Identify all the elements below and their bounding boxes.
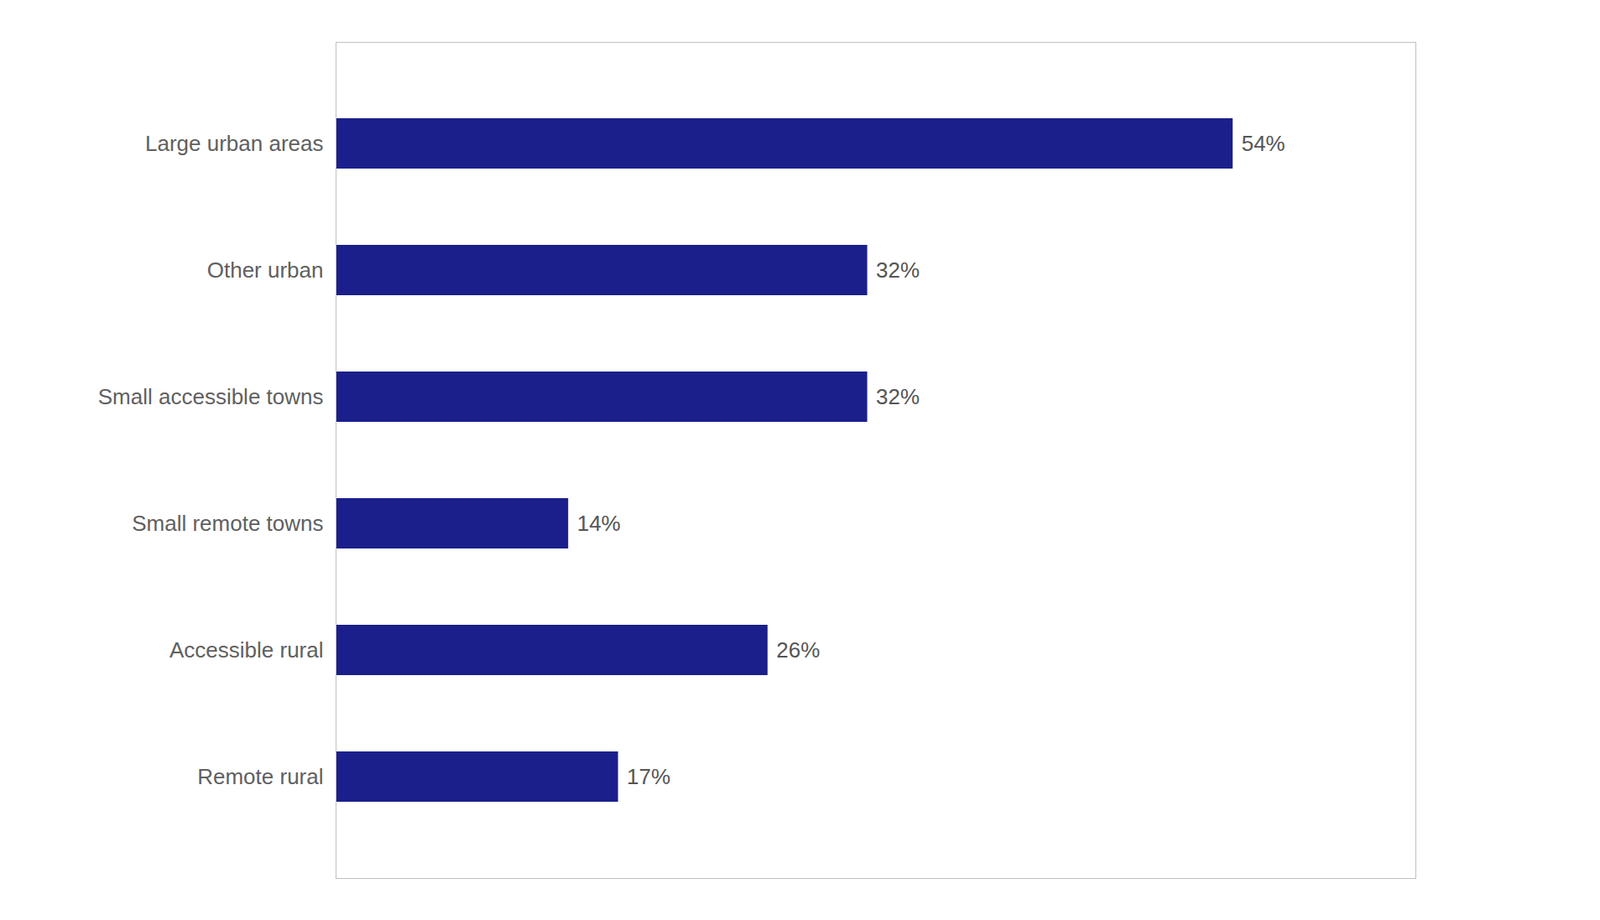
svg-text:Large urban areas: Large urban areas (145, 130, 324, 157)
svg-text:Other urban: Other urban (207, 257, 324, 283)
svg-text:14%: 14% (577, 510, 621, 537)
svg-text:32%: 32% (875, 257, 920, 283)
svg-text:26%: 26% (776, 637, 820, 663)
svg-text:32%: 32% (875, 384, 920, 410)
svg-text:Small accessible towns: Small accessible towns (98, 384, 324, 410)
svg-text:Accessible rural: Accessible rural (169, 637, 324, 663)
svg-text:Remote rural: Remote rural (197, 764, 324, 790)
svg-text:Small remote towns: Small remote towns (131, 510, 324, 537)
svg-text:54%: 54% (1241, 130, 1286, 157)
svg-text:17%: 17% (626, 764, 671, 790)
